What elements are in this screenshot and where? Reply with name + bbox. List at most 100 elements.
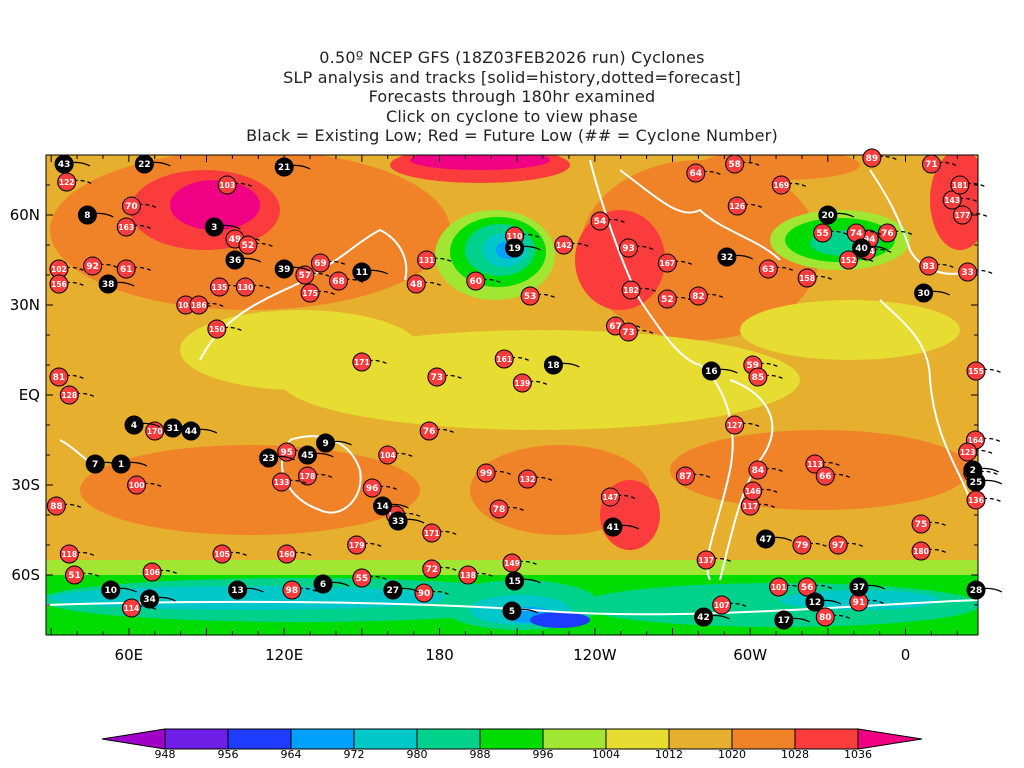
cyclone-dot[interactable] (98, 274, 118, 294)
existing-low-marker[interactable]: 25 (966, 472, 1003, 492)
cyclone-dot[interactable] (774, 610, 794, 630)
cyclone-dot[interactable] (717, 247, 737, 267)
cyclone-dot[interactable] (914, 283, 934, 303)
future-low-marker[interactable]: 171 (422, 523, 459, 543)
cyclone-dot[interactable] (64, 565, 84, 585)
cyclone-dot[interactable] (383, 580, 403, 600)
cyclone-dot[interactable] (116, 217, 136, 237)
cyclone-dot[interactable] (282, 580, 302, 600)
cyclone-dot[interactable] (756, 529, 776, 549)
future-low-marker[interactable]: 123 (958, 442, 994, 462)
existing-low-marker[interactable]: 47 (756, 529, 792, 549)
cyclone-dot[interactable] (792, 535, 812, 555)
existing-low-marker[interactable]: 41 (603, 517, 640, 537)
cyclone-dot[interactable] (675, 466, 695, 486)
future-low-marker[interactable]: 85 (748, 367, 785, 387)
future-low-marker[interactable]: 69 (310, 253, 347, 273)
cyclone-dot[interactable] (797, 577, 817, 597)
future-low-marker[interactable]: 61 (116, 259, 153, 279)
cyclone-dot[interactable] (771, 175, 791, 195)
future-low-marker[interactable]: 89 (862, 148, 899, 168)
existing-low-marker[interactable]: 7 (85, 454, 122, 474)
future-low-marker[interactable]: 98 (282, 580, 319, 600)
future-low-marker[interactable]: 56 (797, 577, 834, 597)
future-low-marker[interactable]: 100 (127, 475, 163, 495)
future-low-marker[interactable]: 143 (942, 190, 979, 210)
future-low-marker[interactable]: 52 (238, 235, 275, 255)
existing-low-marker[interactable]: 14 (373, 496, 409, 516)
cyclone-dot[interactable] (958, 262, 978, 282)
future-low-marker[interactable]: 152 (839, 250, 875, 270)
existing-low-marker[interactable]: 33 (388, 511, 425, 531)
existing-low-marker[interactable]: 15 (505, 571, 541, 591)
cyclone-dot[interactable] (209, 277, 229, 297)
cyclone-dot[interactable] (121, 598, 141, 618)
cyclone-dot[interactable] (259, 448, 279, 468)
cyclone-dot[interactable] (212, 544, 232, 564)
existing-low-marker[interactable]: 43 (54, 154, 91, 174)
cyclone-dot[interactable] (805, 592, 825, 612)
cyclone-dot[interactable] (505, 571, 525, 591)
cyclone-dot[interactable] (83, 256, 103, 276)
existing-low-marker[interactable]: 30 (914, 283, 950, 303)
cyclone-dot[interactable] (966, 580, 986, 600)
cyclone-dot[interactable] (852, 238, 871, 258)
cyclone-dot[interactable] (181, 421, 201, 441)
future-low-marker[interactable]: 81 (49, 367, 86, 387)
cyclone-dot[interactable] (124, 415, 144, 435)
cyclone-dot[interactable] (422, 523, 442, 543)
future-low-marker[interactable]: 150 (207, 319, 244, 339)
future-low-marker[interactable]: 137 (696, 550, 733, 570)
cyclone-dot[interactable] (274, 259, 294, 279)
future-low-marker[interactable]: 155 (966, 361, 1003, 381)
existing-low-marker[interactable]: 18 (543, 355, 580, 375)
existing-low-marker[interactable]: 19 (505, 238, 541, 258)
future-low-marker[interactable]: 93 (619, 238, 655, 258)
future-low-marker[interactable]: 163 (116, 217, 153, 237)
future-low-marker[interactable]: 71 (921, 154, 958, 174)
cyclone-dot[interactable] (297, 445, 317, 465)
future-low-marker[interactable]: 80 (815, 607, 852, 627)
future-low-marker[interactable]: 87 (675, 466, 712, 486)
cyclone-dot[interactable] (419, 421, 439, 441)
future-low-marker[interactable]: 133 (272, 472, 308, 492)
future-low-marker[interactable]: 64 (686, 163, 723, 183)
cyclone-dot[interactable] (942, 190, 962, 210)
future-low-marker[interactable]: 179 (347, 535, 383, 555)
cyclone-dot[interactable] (127, 475, 147, 495)
future-low-marker[interactable]: 139 (512, 373, 549, 393)
cyclone-dot[interactable] (300, 283, 320, 303)
existing-low-marker[interactable]: 42 (694, 607, 730, 627)
cyclone-dot[interactable] (121, 196, 141, 216)
future-low-marker[interactable]: 128 (59, 385, 96, 405)
existing-low-marker[interactable]: 40 (852, 238, 888, 258)
future-low-marker[interactable]: 186 (189, 295, 226, 315)
future-low-marker[interactable]: 102 (49, 259, 86, 279)
future-low-marker[interactable]: 171 (352, 352, 389, 372)
future-low-marker[interactable]: 90 (414, 583, 451, 603)
future-low-marker[interactable]: 63 (758, 259, 795, 279)
cyclone-dot[interactable] (362, 478, 382, 498)
future-low-marker[interactable]: 55 (813, 223, 849, 243)
cyclone-dot[interactable] (54, 154, 74, 174)
future-low-marker[interactable]: 104 (378, 445, 415, 465)
cyclone-dot[interactable] (712, 595, 732, 615)
cyclone-dot[interactable] (725, 415, 745, 435)
future-low-marker[interactable]: 73 (427, 367, 464, 387)
cyclone-dot[interactable] (352, 568, 372, 588)
existing-low-marker[interactable]: 45 (297, 445, 334, 465)
existing-low-marker[interactable]: 12 (805, 592, 842, 612)
cyclone-dot[interactable] (489, 499, 509, 519)
future-low-marker[interactable]: 178 (297, 466, 334, 486)
cyclone-dot[interactable] (958, 442, 978, 462)
cyclone-dot[interactable] (134, 154, 154, 174)
cyclone-dot[interactable] (49, 274, 69, 294)
cyclone-dot[interactable] (696, 550, 716, 570)
future-low-marker[interactable]: 146 (743, 481, 780, 501)
existing-low-marker[interactable]: 16 (701, 361, 738, 381)
existing-low-marker[interactable]: 8 (77, 205, 114, 225)
future-low-marker[interactable]: 33 (958, 262, 994, 282)
cyclone-dot[interactable] (310, 253, 330, 273)
cyclone-dot[interactable] (554, 235, 574, 255)
